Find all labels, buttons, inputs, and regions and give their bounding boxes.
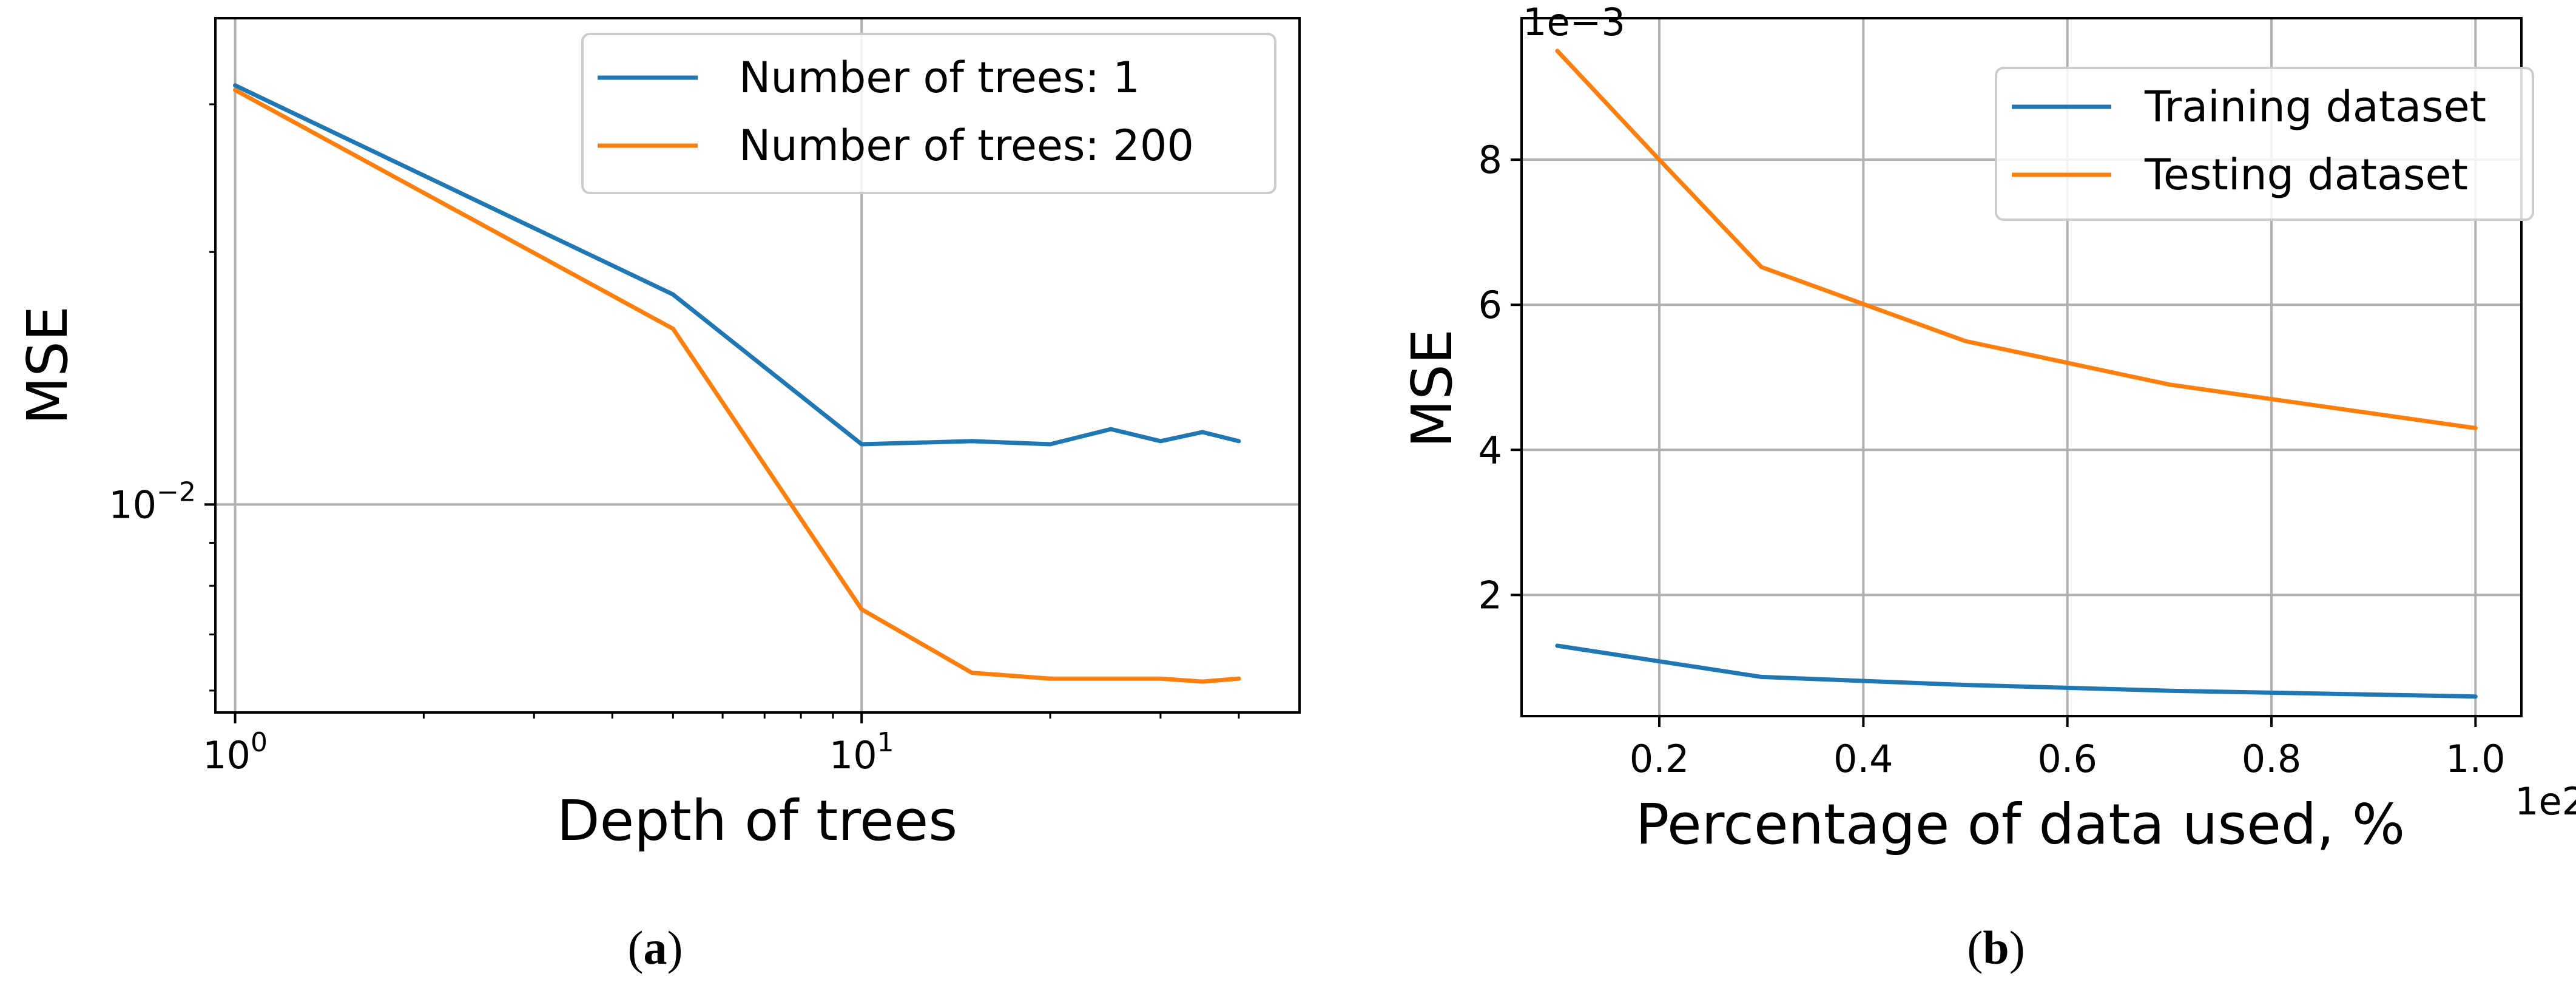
panel-a-frame <box>214 17 1301 714</box>
panel-a-series <box>233 83 1241 684</box>
panel-a-caption-open: ( <box>628 921 644 974</box>
panel-a-legend-box <box>581 33 1276 194</box>
panel-b-x-offset-text: 1e2 <box>2515 779 2576 824</box>
panel-b-xtick-label-4: 1.0 <box>2446 737 2506 781</box>
panel-b-ytick-label-2: 6 <box>1479 283 1502 327</box>
panel-b-xtick-label-2: 0.6 <box>2037 737 2097 781</box>
panel-a-legend-label-0: Number of trees: 1 <box>739 53 1140 103</box>
panel-b-ylabel: MSE <box>1400 329 1465 448</box>
panel-a-ticks: 100 101 10−2 <box>109 103 1240 777</box>
panel-b: 0.2 0.4 0.6 0.8 1.0 2 4 6 8 1e−3 1e2 Percentage … <box>1400 0 2576 974</box>
panel-b-series <box>1555 49 2478 699</box>
panel-a-ytick-label-0: 10−2 <box>109 476 196 527</box>
panel-b-caption-letter: b <box>1983 921 2009 974</box>
panel-a-legend-label-1: Number of trees: 200 <box>739 121 1194 171</box>
panel-b-frame <box>1520 17 2523 717</box>
panel-a-caption-letter: a <box>644 921 667 974</box>
panel-b-legend-box <box>1995 67 2534 221</box>
panel-b-ytick-label-1: 4 <box>1479 428 1502 472</box>
panel-b-xtick-label-0: 0.2 <box>1630 737 1690 781</box>
panel-b-series-0-line <box>1555 643 2478 699</box>
panel-a-xtick-label-1: 101 <box>829 727 894 777</box>
panel-a-caption-close: ) <box>667 921 683 974</box>
panel-b-caption: (b) <box>1967 921 2025 974</box>
panel-b-xtick-label-3: 0.8 <box>2242 737 2302 781</box>
panel-b-legend-label-0: Training dataset <box>2144 82 2486 132</box>
panel-b-xtick-label-1: 0.4 <box>1833 737 1893 781</box>
panel-b-ticks: 0.2 0.4 0.6 0.8 1.0 2 4 6 8 <box>1479 138 2506 781</box>
panel-a-legend: Number of trees: 1 Number of trees: 200 <box>581 33 1276 194</box>
panel-b-xlabel: Percentage of data used, % <box>1636 792 2405 857</box>
panel-b-caption-close: ) <box>2009 921 2025 974</box>
panel-b-y-offset-text: 1e−3 <box>1523 0 1625 44</box>
panel-b-series-1-line <box>1555 49 2478 430</box>
panel-a-xtick-label-0: 100 <box>203 727 268 777</box>
panel-b-ytick-label-3: 8 <box>1479 138 1502 182</box>
panel-b-ytick-label-0: 2 <box>1479 573 1502 617</box>
panel-b-caption-open: ( <box>1967 921 1983 974</box>
panel-a-ylabel: MSE <box>15 306 80 425</box>
panel-b-legend: Training dataset Testing dataset <box>1995 67 2534 221</box>
panel-b-legend-label-1: Testing dataset <box>2144 150 2468 200</box>
panel-a-caption: (a) <box>628 921 683 974</box>
panel-a: 100 101 10−2 Depth of trees MSE Number of … <box>15 17 1301 974</box>
panel-a-xlabel: Depth of trees <box>557 788 957 853</box>
